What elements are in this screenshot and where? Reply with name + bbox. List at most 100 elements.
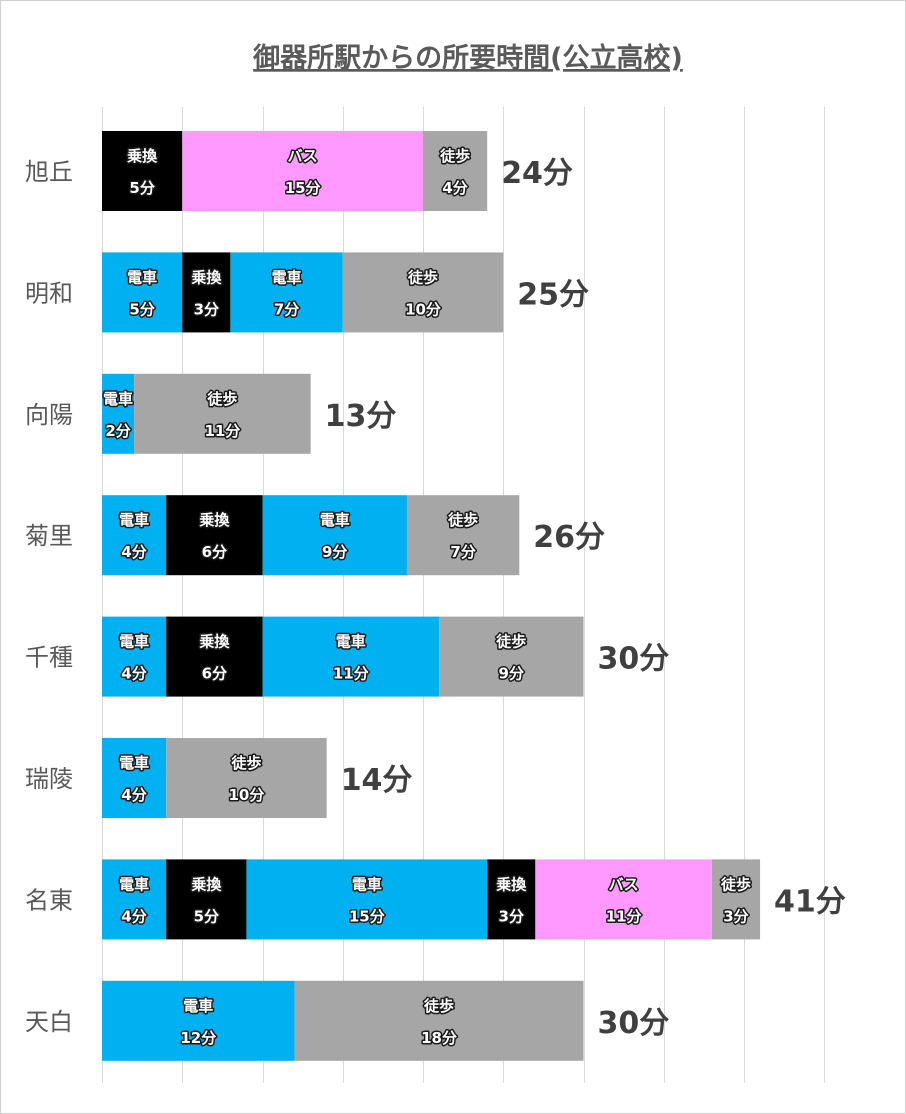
total-time-label: 41分 bbox=[774, 884, 846, 919]
bar-segment bbox=[166, 859, 247, 940]
bar-segment bbox=[102, 616, 167, 697]
category-label: 明和 bbox=[25, 279, 73, 307]
segment-mode-label: 電車 bbox=[119, 633, 149, 651]
segment-value-label: 3分 bbox=[194, 300, 219, 318]
segment-mode-label: 乗換 bbox=[191, 875, 222, 893]
segment-value-label: 18分 bbox=[421, 1029, 457, 1047]
segment-value-label: 11分 bbox=[333, 665, 369, 683]
bar-segment bbox=[102, 252, 183, 333]
total-time-label: 25分 bbox=[517, 277, 589, 312]
segment-value-label: 12分 bbox=[180, 1029, 216, 1047]
bar-segment bbox=[262, 616, 440, 697]
segment-mode-label: 電車 bbox=[320, 511, 350, 529]
segment-mode-label: 電車 bbox=[336, 633, 366, 651]
segment-mode-label: 電車 bbox=[183, 997, 213, 1015]
segment-value-label: 5分 bbox=[194, 907, 219, 925]
bar-segment bbox=[487, 859, 536, 940]
bar-segment bbox=[102, 131, 183, 211]
segment-mode-label: 電車 bbox=[119, 875, 149, 893]
bar-segment bbox=[166, 616, 263, 697]
total-time-label: 13分 bbox=[325, 399, 397, 434]
segment-mode-label: 乗換 bbox=[191, 268, 222, 286]
segment-value-label: 15分 bbox=[349, 907, 385, 925]
bar-segment bbox=[342, 252, 504, 333]
bar-row: 明和 電車 5分 乗換 3分 電車 7分 徒歩 10分 25分 bbox=[25, 252, 589, 333]
category-label: 千種 bbox=[25, 644, 73, 672]
segment-value-label: 11分 bbox=[204, 422, 240, 440]
bar-segment bbox=[535, 859, 712, 940]
segment-value-label: 4分 bbox=[121, 665, 146, 683]
bar-segment bbox=[134, 373, 311, 454]
segment-value-label: 6分 bbox=[202, 665, 227, 683]
segment-value-label: 10分 bbox=[405, 300, 441, 318]
total-time-label: 24分 bbox=[501, 156, 573, 191]
bar-segment bbox=[102, 738, 167, 818]
segment-mode-label: 乗換 bbox=[496, 875, 527, 893]
segment-mode-label: 乗換 bbox=[199, 633, 230, 651]
segment-mode-label: 徒歩 bbox=[439, 147, 470, 165]
segment-mode-label: 電車 bbox=[352, 875, 382, 893]
bar-segment bbox=[406, 495, 520, 576]
segment-value-label: 5分 bbox=[129, 179, 154, 197]
bar-segment bbox=[102, 859, 167, 940]
category-label: 旭丘 bbox=[25, 158, 73, 186]
bar-segment bbox=[294, 980, 584, 1061]
total-time-label: 30分 bbox=[598, 642, 670, 677]
segment-value-label: 3分 bbox=[499, 907, 524, 925]
bar-segment bbox=[423, 131, 488, 211]
segment-mode-label: バス bbox=[288, 147, 318, 165]
segment-mode-label: 電車 bbox=[127, 268, 157, 286]
segment-value-label: 15分 bbox=[285, 179, 321, 197]
category-label: 向陽 bbox=[25, 401, 73, 429]
bar-segment bbox=[182, 131, 423, 211]
segment-value-label: 7分 bbox=[274, 300, 299, 318]
segment-value-label: 7分 bbox=[450, 543, 475, 561]
bar-row: 天白 電車 12分 徒歩 18分 30分 bbox=[25, 980, 670, 1061]
bar-segment bbox=[230, 252, 343, 333]
segment-value-label: 4分 bbox=[442, 179, 467, 197]
segment-mode-label: バス bbox=[609, 875, 639, 893]
segment-mode-label: 電車 bbox=[119, 754, 149, 772]
bar-segment bbox=[439, 616, 584, 697]
segment-value-label: 2分 bbox=[105, 422, 130, 440]
bar-segment bbox=[246, 859, 488, 940]
bar-row: 向陽 電車 2分 徒歩 11分 13分 bbox=[25, 373, 397, 454]
category-label: 瑞陵 bbox=[25, 765, 73, 793]
bar-segment bbox=[102, 980, 295, 1061]
segment-value-label: 4分 bbox=[121, 907, 146, 925]
bar-segment bbox=[711, 859, 761, 940]
segment-value-label: 5分 bbox=[129, 300, 154, 318]
category-label: 天白 bbox=[25, 1008, 73, 1036]
bar-row: 菊里 電車 4分 乗換 6分 電車 9分 徒歩 7分 26分 bbox=[25, 495, 605, 576]
bar-row: 瑞陵 電車 4分 徒歩 10分 14分 bbox=[25, 738, 412, 818]
segment-mode-label: 乗換 bbox=[199, 511, 230, 529]
total-time-label: 14分 bbox=[341, 763, 413, 798]
segment-value-label: 11分 bbox=[606, 907, 642, 925]
segment-mode-label: 徒歩 bbox=[447, 511, 478, 529]
bar-segment bbox=[262, 495, 407, 576]
segment-mode-label: 徒歩 bbox=[230, 754, 261, 772]
segment-value-label: 4分 bbox=[121, 786, 146, 804]
segment-value-label: 4分 bbox=[121, 543, 146, 561]
category-label: 名東 bbox=[25, 886, 73, 914]
segment-value-label: 9分 bbox=[322, 543, 347, 561]
segment-mode-label: 電車 bbox=[272, 268, 302, 286]
segment-value-label: 10分 bbox=[229, 786, 265, 804]
segment-value-label: 3分 bbox=[723, 907, 748, 925]
total-time-label: 30分 bbox=[598, 1006, 670, 1041]
segment-mode-label: 徒歩 bbox=[206, 390, 237, 408]
segment-mode-label: 徒歩 bbox=[423, 997, 454, 1015]
chart-title: 御器所駅からの所要時間(公立高校) bbox=[252, 42, 683, 74]
bar-segment bbox=[166, 738, 327, 818]
bar-row: 千種 電車 4分 乗換 6分 電車 11分 徒歩 9分 30分 bbox=[25, 616, 670, 697]
total-time-label: 26分 bbox=[533, 520, 605, 555]
bar-segment bbox=[102, 495, 167, 576]
segment-mode-label: 徒歩 bbox=[720, 875, 751, 893]
bar-segment bbox=[166, 495, 263, 576]
segment-value-label: 6分 bbox=[202, 543, 227, 561]
segment-mode-label: 徒歩 bbox=[407, 268, 438, 286]
category-label: 菊里 bbox=[25, 522, 73, 550]
